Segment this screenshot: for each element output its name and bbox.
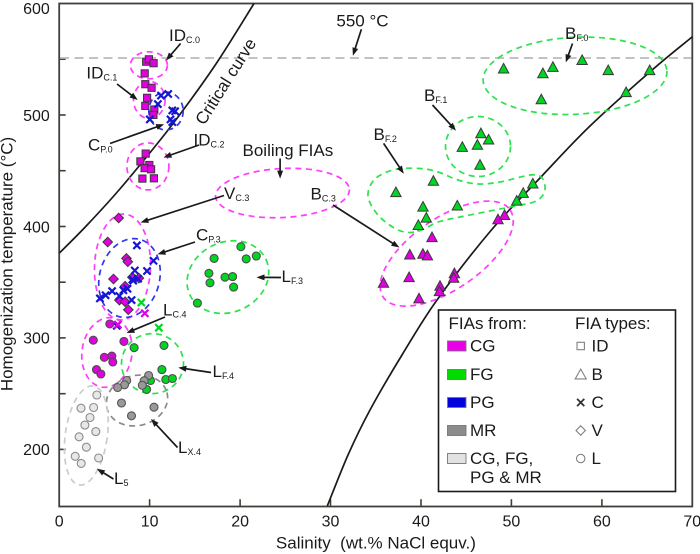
svg-text:V: V	[592, 421, 604, 440]
svg-text:B: B	[592, 365, 603, 384]
svg-text:400: 400	[23, 219, 50, 236]
svg-text:L: L	[592, 449, 601, 468]
svg-text:CG, FG,: CG, FG,	[470, 449, 533, 468]
svg-text:600: 600	[23, 1, 50, 18]
svg-text:20: 20	[231, 514, 249, 531]
svg-text:40: 40	[412, 514, 430, 531]
svg-text:70: 70	[683, 514, 700, 531]
svg-text:Boiling FIAs: Boiling FIAs	[243, 141, 334, 160]
svg-text:30: 30	[322, 514, 340, 531]
svg-text:60: 60	[593, 514, 611, 531]
svg-text:10: 10	[141, 514, 159, 531]
svg-text:200: 200	[23, 442, 50, 459]
svg-text:FG: FG	[470, 365, 494, 384]
svg-text:ID: ID	[592, 337, 609, 356]
svg-text:PG & MR: PG & MR	[470, 468, 542, 487]
svg-text:50: 50	[503, 514, 521, 531]
svg-text:CG: CG	[470, 337, 496, 356]
svg-text:FIAs from:: FIAs from:	[449, 314, 527, 333]
svg-text:Homogenization temperature (°C: Homogenization temperature (°C)	[0, 137, 17, 391]
svg-text:Salinity (wt.% NaCl equv.): Salinity (wt.% NaCl equv.)	[276, 534, 476, 553]
svg-text:PG: PG	[470, 393, 495, 412]
svg-text:0: 0	[55, 514, 64, 531]
svg-text:MR: MR	[470, 421, 496, 440]
svg-text:C: C	[592, 393, 604, 412]
svg-text:550 °C: 550 °C	[336, 12, 388, 31]
svg-text:FIA types:: FIA types:	[575, 314, 651, 333]
svg-text:300: 300	[23, 331, 50, 348]
svg-text:500: 500	[23, 108, 50, 125]
